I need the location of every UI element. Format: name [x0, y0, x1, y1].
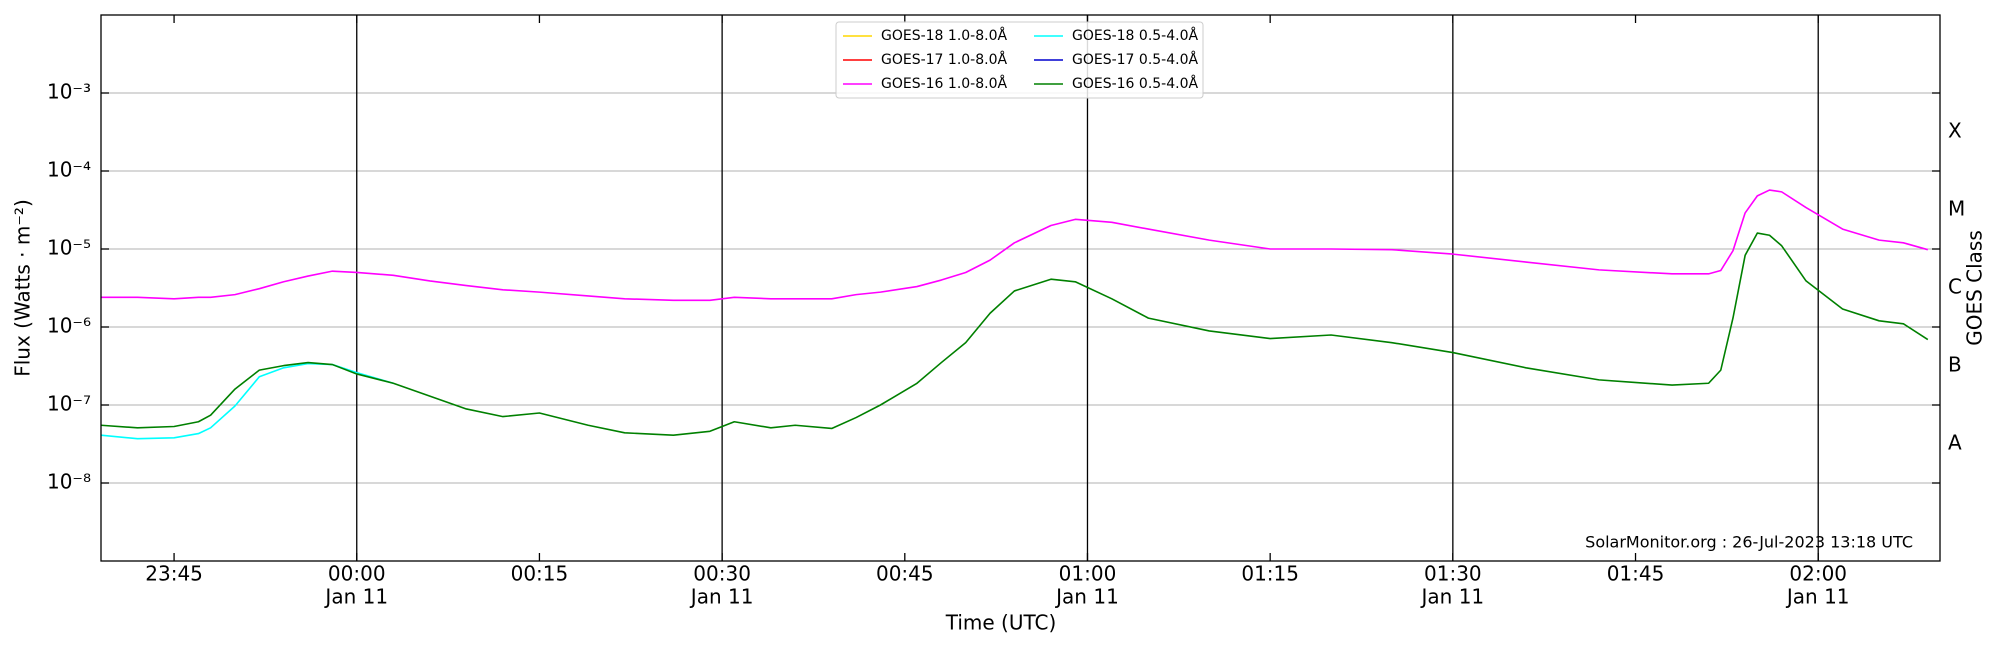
annotation: SolarMonitor.org : 26-Jul-2023 13:18 UTC — [1585, 533, 1913, 552]
y2-axis-label: GOES Class — [1963, 230, 1987, 346]
x-tick-date: Jan 11 — [689, 585, 754, 609]
x-tick-label: 00:15 — [511, 562, 569, 586]
series-line — [100, 232, 1929, 436]
y2-tick-label: A — [1948, 431, 1962, 455]
grid-layer — [101, 15, 1940, 561]
x-tick-label: 23:45 — [145, 562, 203, 586]
x-tick-date: Jan 11 — [1420, 585, 1485, 609]
x-tick-label: 01:15 — [1241, 562, 1299, 586]
y-tick-label: 10⁻³ — [47, 80, 91, 104]
x-tick-label: 01:30 — [1424, 562, 1482, 586]
x-tick-label: 00:30 — [693, 562, 751, 586]
legend-label: GOES-17 1.0-8.0Å — [881, 51, 1007, 68]
x-tick-label: 01:00 — [1059, 562, 1117, 586]
plot-frame — [100, 14, 1941, 562]
x-tick-date: Jan 11 — [323, 585, 388, 609]
x-tick-date: Jan 11 — [1054, 585, 1119, 609]
y2-tick-label: C — [1948, 275, 1962, 299]
y-tick-label: 10⁻⁷ — [47, 392, 91, 416]
y-tick-label: 10⁻⁶ — [47, 314, 91, 338]
legend-label: GOES-18 1.0-8.0Å — [881, 27, 1007, 44]
x-tick-label: 00:00 — [328, 562, 386, 586]
y-tick-label: 10⁻⁵ — [47, 236, 91, 260]
x-axis-label: Time (UTC) — [945, 611, 1057, 635]
line-layer — [100, 189, 1929, 440]
series-line — [101, 189, 1929, 302]
legend-box — [835, 21, 1204, 99]
legend-label: GOES-18 0.5-4.0Å — [1072, 27, 1198, 44]
legend-label: GOES-16 1.0-8.0Å — [881, 75, 1007, 92]
y2-tick-label: X — [1948, 119, 1962, 143]
legend-label: GOES-16 0.5-4.0Å — [1072, 75, 1198, 92]
x-tick-date: Jan 11 — [1785, 585, 1850, 609]
y2-tick-label: M — [1948, 197, 1965, 221]
y-tick-label: 10⁻⁸ — [47, 470, 91, 494]
y2-tick-label: B — [1948, 353, 1962, 377]
x-tick-label: 02:00 — [1789, 562, 1847, 586]
x-tick-label: 00:45 — [876, 562, 934, 586]
y-tick-label: 10⁻⁴ — [47, 158, 91, 182]
legend: GOES-18 1.0-8.0Å GOES-17 1.0-8.0Å GOES-16 … — [835, 21, 1204, 99]
y-axis-label: Flux (Watts · m⁻²) — [11, 199, 35, 377]
x-tick-label: 01:45 — [1607, 562, 1665, 586]
legend-label: GOES-17 0.5-4.0Å — [1072, 51, 1198, 68]
